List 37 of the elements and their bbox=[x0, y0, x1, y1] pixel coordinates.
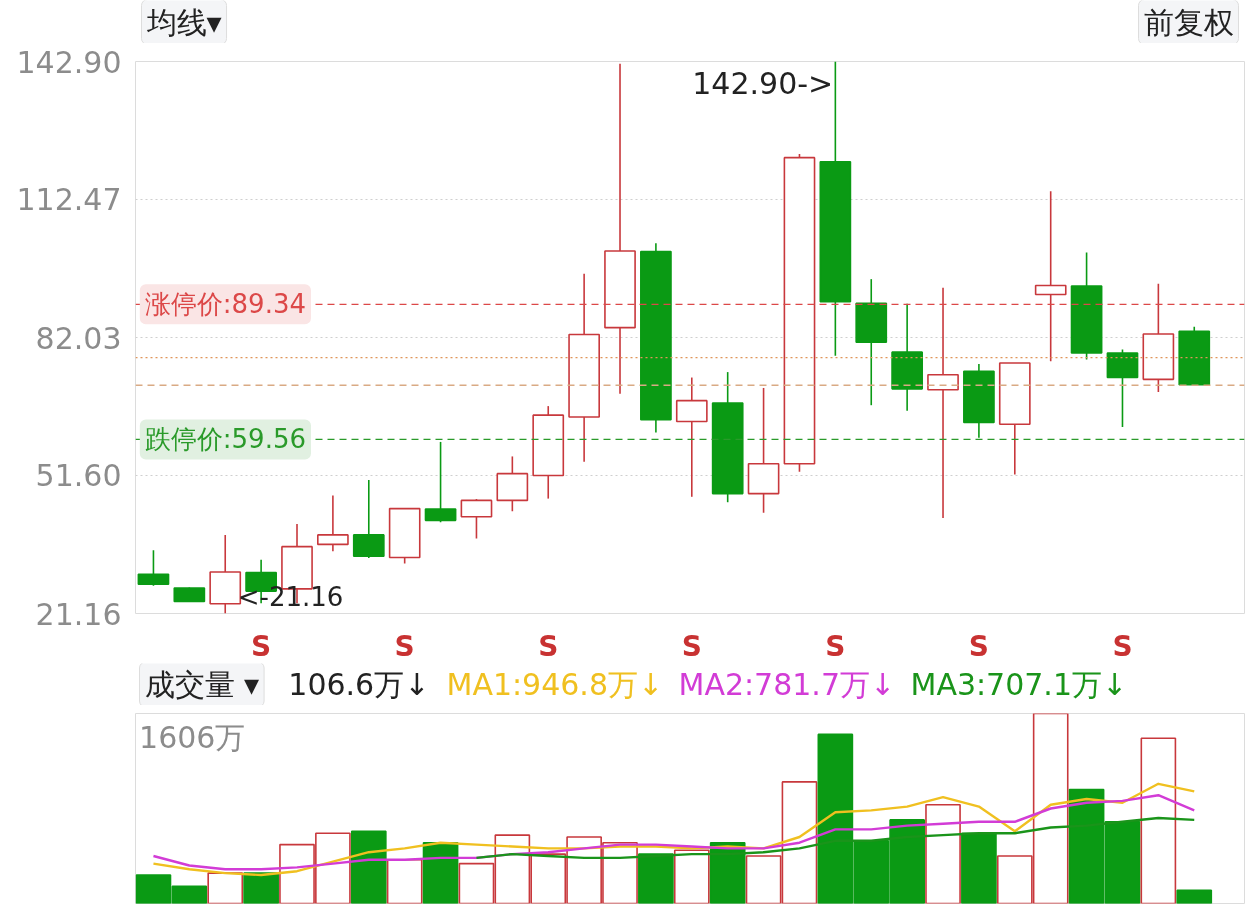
bar bbox=[1176, 889, 1213, 904]
bar bbox=[638, 853, 674, 904]
bar bbox=[243, 872, 279, 904]
y-tick-label: 142.90 bbox=[16, 44, 122, 80]
bar bbox=[386, 859, 423, 904]
text: S bbox=[538, 630, 559, 663]
bar bbox=[673, 849, 710, 904]
y-tick-label: 21.16 bbox=[35, 596, 122, 632]
text: S bbox=[394, 630, 415, 663]
text: S bbox=[968, 630, 989, 663]
ref-line-label: 涨停价:89.34 bbox=[144, 289, 307, 320]
bar bbox=[925, 803, 961, 904]
bar bbox=[207, 872, 244, 904]
y-tick-label: 82.03 bbox=[35, 320, 122, 356]
text: MA1:946.8万↓ bbox=[446, 667, 664, 702]
text: MA2:781.7万↓ bbox=[678, 667, 896, 702]
text: S bbox=[681, 630, 702, 663]
ref-line-label: 跌停价:59.56 bbox=[144, 424, 307, 455]
y-tick-label: 51.60 bbox=[35, 458, 122, 494]
bar bbox=[422, 841, 459, 904]
text: 均线▾ bbox=[145, 4, 222, 40]
text: S bbox=[1112, 630, 1133, 663]
text: S bbox=[825, 630, 846, 663]
annotation: 1606万 bbox=[139, 719, 246, 755]
chart-title: 成交量 ▾ bbox=[144, 667, 260, 702]
bar bbox=[961, 832, 997, 904]
candlestick bbox=[1034, 190, 1067, 363]
annotation: 142.90-> bbox=[692, 65, 834, 101]
bar bbox=[350, 830, 387, 904]
text: MA3:707.1万↓ bbox=[910, 667, 1128, 702]
candlestick bbox=[927, 286, 959, 519]
text: S bbox=[251, 630, 272, 663]
y-tick-label: 112.47 bbox=[16, 182, 122, 218]
bar bbox=[709, 841, 746, 904]
bar bbox=[1140, 737, 1177, 904]
text: 前复权 bbox=[1143, 4, 1234, 40]
text: 106.6万↓ bbox=[288, 667, 430, 702]
